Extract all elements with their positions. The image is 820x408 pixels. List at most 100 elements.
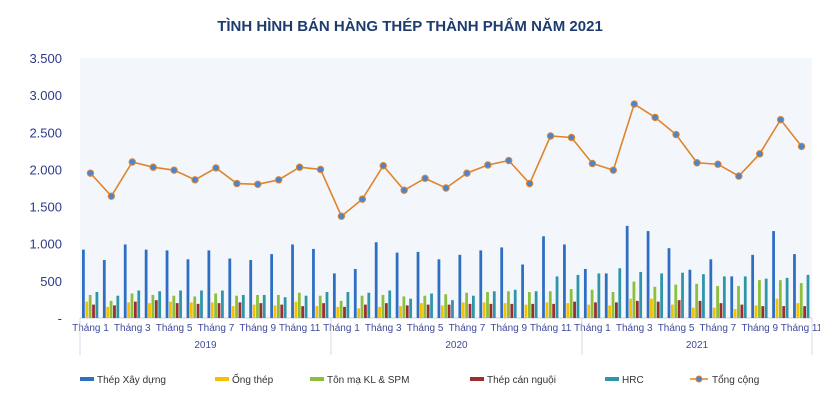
bar-tôn-mạ-kl-&-spm [632,281,636,318]
bar-ống-thép [315,306,319,318]
x-tick-label: Tháng 3 [365,323,402,334]
bar-thép-cán-nguội [133,301,137,318]
bar-tôn-mạ-kl-&-spm [256,294,259,318]
bar-thép-cán-nguội [782,306,786,318]
total-point [107,192,116,200]
x-tick-label: Tháng 11 [530,323,572,334]
total-point [714,160,722,168]
bar-ống-thép [294,301,298,318]
total-point [693,159,701,167]
bar-thép-cán-nguội [489,303,493,318]
bar-hrc [722,276,726,318]
bar-thép-cán-nguội [698,300,702,318]
bar-thép-xây-dựng [291,244,294,318]
total-point [149,163,157,171]
bar-thép-cán-nguội [594,302,597,318]
bar-thép-cán-nguội [217,303,221,318]
total-point [337,212,346,220]
chart-title: TÌNH HÌNH BÁN HÀNG THÉP THÀNH PHẨM NĂM 2… [217,18,603,35]
total-point [442,184,450,192]
total-point [484,161,492,169]
bar-hrc [702,274,705,318]
bar-thép-xây-dựng [604,273,608,318]
total-point [421,174,429,183]
y-tick-label: - [58,311,62,326]
bar-tôn-mạ-kl-&-spm [799,283,803,318]
bar-thép-cán-nguội [405,305,409,318]
bar-thép-cán-nguội [426,304,430,318]
bar-ống-thép [545,302,549,318]
bar-tôn-mạ-kl-&-spm [235,295,238,318]
bar-thép-xây-dựng [563,244,566,318]
legend-label: Thép cán nguội [487,375,556,386]
bar-tôn-mạ-kl-&-spm [507,291,510,318]
x-tick-label: Tháng 1 [323,323,360,334]
bar-thép-xây-dựng [751,254,755,318]
bar-hrc [388,290,392,318]
total-point [651,113,659,122]
bar-ống-thép [189,302,193,318]
total-point [797,142,806,151]
bar-thép-xây-dựng [165,250,169,318]
total-point [735,172,743,180]
bar-ống-thép [712,307,716,318]
bar-ống-thép [127,302,130,318]
bar-ống-thép [85,301,89,318]
bar-tôn-mạ-kl-&-spm [653,286,657,318]
bar-thép-cán-nguội [92,304,95,318]
bar-tôn-mạ-kl-&-spm [339,300,343,318]
total-point [505,156,513,165]
bar-hrc [576,274,580,318]
bar-thép-xây-dựng [353,268,357,318]
bar-thép-cán-nguội [196,303,200,318]
bar-hrc [409,298,413,318]
total-point [463,169,471,177]
y-tick-label: 3.500 [29,51,62,66]
bar-hrc [513,289,517,318]
bar-tôn-mạ-kl-&-spm [611,292,615,318]
legend-swatch [80,377,94,381]
bar-ống-thép [775,298,779,318]
y-tick-label: 2.500 [29,125,62,140]
total-point [170,166,178,174]
total-point [588,159,597,168]
bar-hrc [221,290,224,318]
bar-tôn-mạ-kl-&-spm [444,294,448,318]
bar-tôn-mạ-kl-&-spm [716,286,719,318]
bar-thép-cán-nguội [301,306,305,318]
total-point [358,195,367,203]
bar-thép-cán-nguội [322,303,325,318]
bar-ống-thép [670,304,674,318]
bar-ống-thép [252,304,256,318]
bar-thép-cán-nguội [113,305,116,318]
legend-swatch [310,377,324,381]
bar-hrc [451,300,454,318]
bar-tôn-mạ-kl-&-spm [193,296,197,318]
bar-hrc [806,274,810,318]
bar-ống-thép [106,306,110,318]
total-point [254,180,262,188]
bar-thép-cán-nguội [468,303,472,318]
legend-label: Ống thép [232,372,274,386]
bar-tôn-mạ-kl-&-spm [318,295,322,318]
total-point [128,158,136,166]
bar-tôn-mạ-kl-&-spm [402,296,406,318]
bar-hrc [492,291,496,318]
bar-tôn-mạ-kl-&-spm [590,289,594,318]
legend-marker [695,375,703,383]
bar-thép-xây-dựng [437,259,441,318]
total-point [316,165,325,174]
x-tick-label: Tháng 3 [114,323,151,334]
bar-hrc [346,292,350,318]
legend-label: Thép Xây dựng [97,375,166,386]
total-point [379,162,387,170]
bar-tôn-mạ-kl-&-spm [674,284,678,318]
bar-tôn-mạ-kl-&-spm [527,292,531,318]
total-point [212,164,220,172]
bar-hrc [430,293,433,318]
bar-hrc [764,278,768,318]
bar-ống-thép [608,305,612,318]
bar-thép-cán-nguội [175,303,179,318]
bar-ống-thép [169,301,172,318]
total-point [567,133,576,142]
